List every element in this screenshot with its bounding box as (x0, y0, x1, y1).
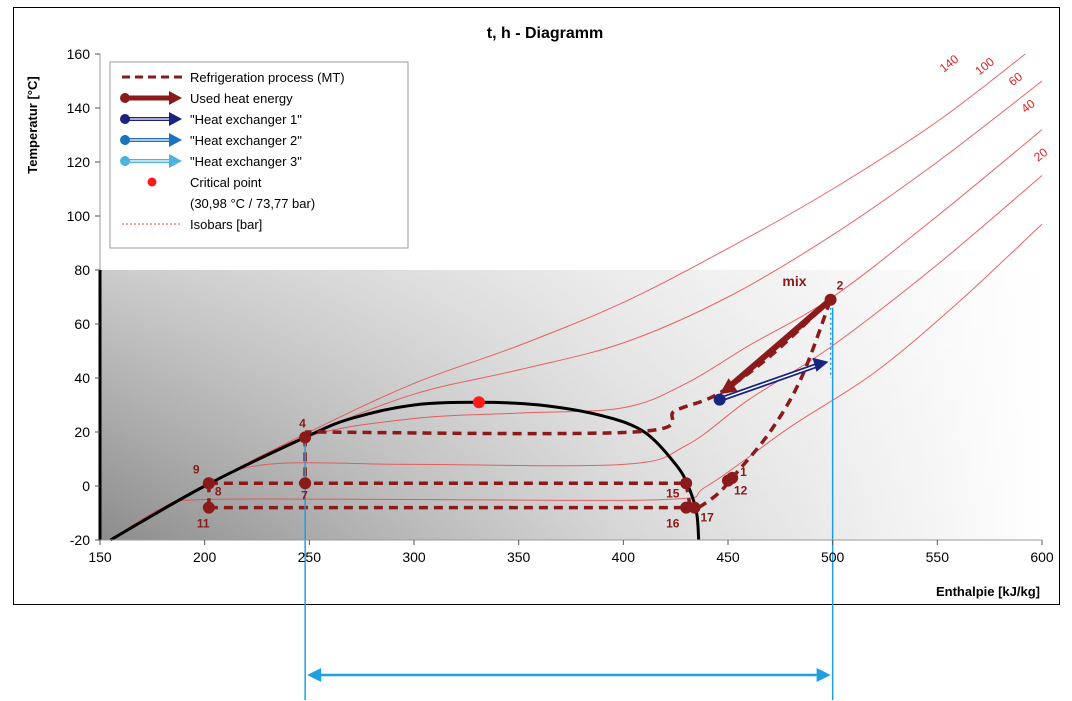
process-line-compression (697, 299, 833, 510)
x-tick-label: 450 (716, 549, 740, 565)
legend-entry-label: Used heat energy (190, 91, 293, 106)
y-tick-label: 160 (67, 46, 91, 62)
hx1-arrow-inner (719, 364, 819, 401)
x-tick-label: 150 (88, 549, 112, 565)
dimension-arrow-head-right (816, 668, 831, 682)
dimension-arrow-head-left (307, 668, 322, 682)
state-point (680, 501, 693, 514)
y-tick-label: 100 (67, 208, 91, 224)
legend-hx-dot (120, 135, 130, 145)
isobar-label: 40 (1018, 96, 1037, 115)
y-tick-label: 60 (74, 316, 90, 332)
hx1-arrow-head (812, 357, 829, 372)
legend-used-heat-dot (120, 93, 130, 103)
y-tick-label: 140 (67, 100, 91, 116)
chart-title: t, h - Diagramm (487, 25, 603, 42)
legend-hx-head (169, 112, 182, 126)
legend-entry-label: (30,98 °C / 73,77 bar) (190, 196, 315, 211)
isobar-label: 100 (972, 54, 997, 78)
legend-entry-label: "Heat exchanger 2" (190, 133, 302, 148)
legend-critical-dot (147, 177, 157, 187)
state-point (202, 501, 215, 514)
mix-label: mix (782, 273, 806, 289)
y-tick-label: 120 (67, 154, 91, 170)
x-tick-label: 600 (1030, 549, 1054, 565)
state-point-label: 7 (301, 488, 308, 502)
state-point (688, 501, 701, 514)
used-heat-arrow-head (719, 378, 738, 395)
state-point-label: 16 (666, 517, 680, 531)
state-point (722, 474, 734, 487)
state-point-label: 12 (734, 484, 748, 498)
state-point-label: 9 (193, 462, 200, 476)
legend-box (109, 61, 409, 249)
y-tick-label: 80 (74, 262, 90, 278)
state-point-label: 2 (837, 279, 844, 293)
y-tick-label: 40 (74, 370, 90, 386)
state-point-label: 8 (215, 484, 222, 498)
x-tick-label: 300 (402, 549, 426, 565)
legend-hx-head (169, 133, 182, 147)
legend-hx-dot (120, 114, 130, 124)
plot-background-fade (100, 270, 1042, 540)
y-axis-label: Temperatur [°C] (25, 76, 40, 173)
x-tick-label: 500 (821, 549, 845, 565)
used-heat-arrow-shaft (725, 297, 833, 391)
state-point-label: 1 (740, 465, 747, 479)
state-point (299, 431, 312, 444)
state-point-label: 11 (197, 517, 210, 531)
state-point-label: 17 (701, 511, 715, 525)
y-tick-label: 0 (82, 478, 90, 494)
x-tick-label: 250 (298, 549, 322, 565)
isobar-line (110, 223, 1043, 541)
x-tick-label: 200 (193, 549, 217, 565)
legend-hx-head (169, 154, 182, 168)
isobar-label: 20 (1031, 145, 1050, 164)
isobar-label: 140 (937, 52, 962, 76)
isobar-line (110, 129, 1043, 541)
legend-entry-label: Isobars [bar] (190, 217, 262, 232)
y-tick-label: -20 (70, 532, 90, 548)
x-tick-label: 400 (612, 549, 636, 565)
isobar-label: 60 (1006, 69, 1025, 88)
critical-point-dot (472, 396, 485, 409)
y-tick-label: 20 (74, 424, 90, 440)
state-point-label: 15 (666, 486, 680, 500)
legend-entry-label: "Heat exchanger 1" (190, 112, 302, 127)
process-line-2-4 (305, 298, 832, 436)
state-point-label: 4 (299, 416, 306, 430)
legend-hx-dot (120, 156, 130, 166)
state-point (680, 477, 693, 490)
legend-entry-label: Critical point (190, 175, 262, 190)
legend-entry-label: "Heat exchanger 3" (190, 154, 302, 169)
state-point (824, 293, 837, 306)
legend-used-heat-head (169, 91, 182, 105)
state-point (713, 393, 726, 406)
state-point (202, 477, 215, 490)
legend-entry-label: Refrigeration process (MT) (190, 70, 345, 85)
state-point (299, 477, 312, 490)
x-axis-label: Enthalpie [kJ/kg] (936, 584, 1040, 599)
x-tick-label: 350 (507, 549, 531, 565)
x-tick-label: 550 (926, 549, 950, 565)
